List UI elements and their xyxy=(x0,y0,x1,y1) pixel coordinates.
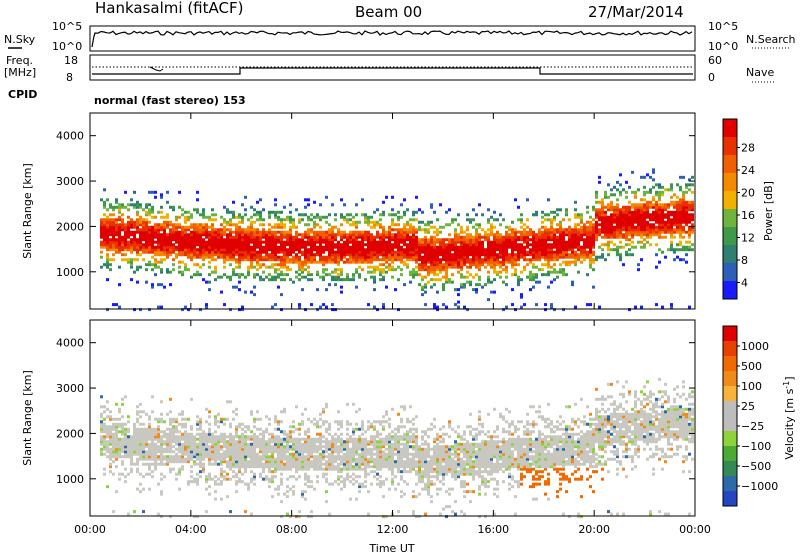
colorbar-tick-label: 12 xyxy=(741,232,755,245)
date-title: 27/Mar/2014 xyxy=(588,3,684,21)
colorbar-segment xyxy=(723,386,737,402)
station-title: Hankasalmi (fitACF) xyxy=(95,0,243,17)
freq-unit-label: [MHz] xyxy=(4,66,36,79)
nsky-panel: N.Sky 10^5 10^0 10^5 10^0 N.Search xyxy=(4,20,796,53)
colorbar-segment xyxy=(723,119,737,138)
velocity-cbar-label-sup: -1 xyxy=(782,381,791,389)
nsearch-label: N.Search xyxy=(746,33,796,46)
colorbar-tick-label: 4 xyxy=(741,277,748,290)
x-tick-label: 00:00 xyxy=(74,523,106,536)
x-tick-label: 04:00 xyxy=(175,523,207,536)
freq-panel: Freq. [MHz] 18 8 60 0 Nave xyxy=(4,54,776,84)
velocity-cbar-label-main: Velocity [m s xyxy=(783,388,796,459)
colorbar-tick-label: −25 xyxy=(741,420,764,433)
colorbar-segment xyxy=(723,191,737,210)
nave-tick-top: 60 xyxy=(708,54,722,67)
y-tick-label: 2000 xyxy=(56,427,84,440)
velocity-colorbar: 1000 500 100 25 −25 −100 −500 −1000 xyxy=(722,325,778,507)
nsky-tick-top: 10^5 xyxy=(52,20,82,33)
power-scatter xyxy=(100,168,694,312)
colorbar-segment xyxy=(723,173,737,192)
y-tick-label: 4000 xyxy=(56,337,84,350)
velocity-y-axis: 1000 2000 3000 4000 xyxy=(56,337,695,486)
colorbar-segment xyxy=(723,461,737,477)
colorbar-segment xyxy=(723,371,737,387)
velocity-cbar-label-end: ] xyxy=(783,376,796,380)
power-panel: 1000 2000 3000 4000 Slant Range [km] 4 8 12 16… xyxy=(21,112,775,312)
nsky-trace xyxy=(91,30,693,48)
y-tick-label: 2000 xyxy=(56,220,84,233)
colorbar-tick-label: 25 xyxy=(741,400,755,413)
power-colorbar: 4 8 12 16 20 24 28 xyxy=(722,118,755,300)
colorbar-segment xyxy=(723,326,737,342)
colorbar-segment xyxy=(723,416,737,432)
colorbar-segment xyxy=(723,263,737,282)
colorbar-segment xyxy=(723,341,737,357)
colorbar-tick-label: 16 xyxy=(741,209,755,222)
power-x-ticks xyxy=(89,113,696,309)
y-tick-label: 3000 xyxy=(56,382,84,395)
colorbar-segment xyxy=(723,137,737,156)
colorbar-segment xyxy=(723,446,737,462)
freq-trace xyxy=(92,67,693,75)
y-tick-label: 1000 xyxy=(56,266,84,279)
velocity-panel: 1000 2000 3000 4000 00:00 04:00 08:00 12:00 16:… xyxy=(21,319,796,554)
colorbar-segment xyxy=(723,476,737,492)
x-tick-label: 12:00 xyxy=(377,523,409,536)
nsky-tick-bottom: 10^0 xyxy=(52,40,82,53)
y-tick-label: 4000 xyxy=(56,130,84,143)
colorbar-segment xyxy=(723,431,737,447)
freq-label: Freq. xyxy=(6,54,33,67)
colorbar-tick-label: 500 xyxy=(741,360,762,373)
power-y-axis: 1000 2000 3000 4000 xyxy=(56,130,695,279)
nave-tick-bottom: 0 xyxy=(708,71,715,84)
power-cbar-label: Power [dB] xyxy=(762,181,775,241)
freq-glitch xyxy=(149,66,164,72)
cpid-text: normal (fast stereo) 153 xyxy=(94,94,246,107)
x-tick-label: 20:00 xyxy=(578,523,610,536)
cpid-label: CPID xyxy=(8,88,37,101)
freq-tick-bottom: 8 xyxy=(66,71,73,84)
colorbar-tick-label: 1000 xyxy=(741,340,769,353)
colorbar-segment xyxy=(723,281,737,300)
velocity-ylabel: Slant Range [km] xyxy=(21,370,34,466)
colorbar-frame xyxy=(722,118,738,300)
velocity-xlabel: Time UT xyxy=(368,542,414,554)
colorbar-tick-label: −100 xyxy=(741,440,771,453)
colorbar-tick-label: −1000 xyxy=(741,480,778,493)
y-tick-label: 3000 xyxy=(56,175,84,188)
colorbar-tick-label: −500 xyxy=(741,460,771,473)
nsearch-tick-top: 10^5 xyxy=(708,20,738,33)
colorbar-segment xyxy=(723,209,737,228)
colorbar-tick-label: 24 xyxy=(741,164,755,177)
beam-title: Beam 00 xyxy=(355,3,422,21)
y-tick-label: 1000 xyxy=(56,473,84,486)
freq-tick-top: 18 xyxy=(64,54,78,67)
x-tick-label: 08:00 xyxy=(276,523,308,536)
colorbar-tick-label: 100 xyxy=(741,380,762,393)
x-tick-label: 16:00 xyxy=(477,523,509,536)
colorbar-segment xyxy=(723,155,737,174)
colorbar-tick-label: 28 xyxy=(741,142,755,155)
colorbar-segment xyxy=(723,401,737,417)
nave-label: Nave xyxy=(746,66,774,79)
colorbar-segment xyxy=(723,491,737,507)
power-ylabel: Slant Range [km] xyxy=(21,163,34,259)
nsearch-tick-bottom: 10^0 xyxy=(708,40,738,53)
x-tick-label: 00:00 xyxy=(679,523,711,536)
colorbar-segment xyxy=(723,245,737,264)
colorbar-segment xyxy=(723,227,737,246)
colorbar-tick-label: 20 xyxy=(741,187,755,200)
velocity-scatter xyxy=(100,377,694,519)
colorbar-segment xyxy=(723,356,737,372)
velocity-x-axis: 00:00 04:00 08:00 12:00 16:00 20:00 00:00 xyxy=(74,320,711,536)
velocity-cbar-label: Velocity [m s-1] xyxy=(782,376,796,459)
colorbar-frame xyxy=(722,325,738,507)
colorbar-tick-label: 8 xyxy=(741,254,748,267)
nsky-label: N.Sky xyxy=(4,33,36,46)
